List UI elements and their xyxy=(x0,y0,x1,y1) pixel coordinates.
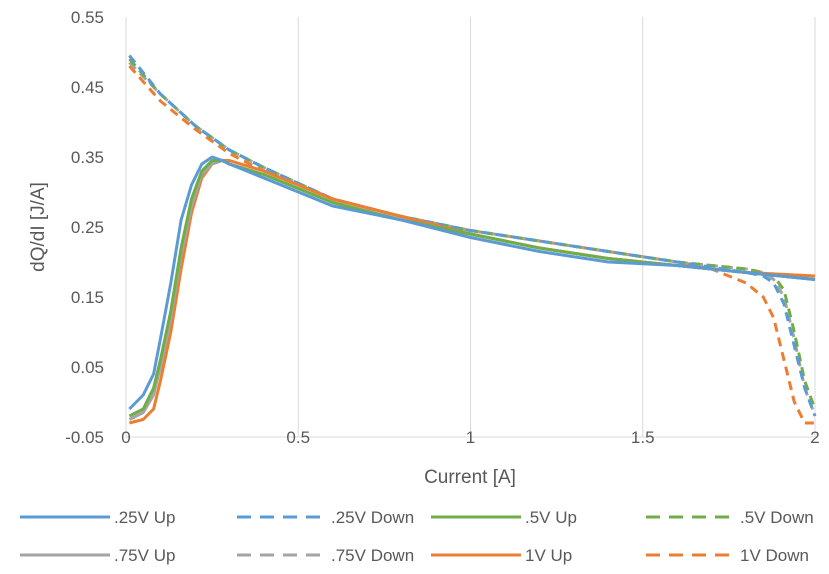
x-tick-label: 0.5 xyxy=(286,428,310,447)
legend-label-6: 1V Up xyxy=(525,546,572,565)
gridlines xyxy=(125,17,816,437)
legend-label-3: .5V Down xyxy=(740,508,814,527)
y-tick-label: -0.05 xyxy=(65,428,104,447)
x-tick-label: 2 xyxy=(810,428,819,447)
legend-label-2: .5V Up xyxy=(525,508,577,527)
y-tick-label: 0.25 xyxy=(71,218,104,237)
legend-label-5: .75V Down xyxy=(331,546,414,565)
legend: .25V Up .25V Down .5V Up .5V Down .75V Up .75… xyxy=(20,508,814,565)
legend-label-7: 1V Down xyxy=(740,546,809,565)
y-axis-ticks: -0.05 0.05 0.15 0.25 0.35 0.45 0.55 xyxy=(65,8,104,447)
legend-label-1: .25V Down xyxy=(331,508,414,527)
x-tick-label: 0 xyxy=(121,428,130,447)
y-tick-label: 0.05 xyxy=(71,358,104,377)
series-layer xyxy=(128,54,817,425)
legend-label-4: .75V Up xyxy=(114,546,175,565)
x-tick-label: 1 xyxy=(466,428,475,447)
y-axis-title: dQ/dI [J/A] xyxy=(28,182,49,272)
x-axis-title: Current [A] xyxy=(424,467,516,488)
series-line-0 xyxy=(128,155,816,411)
y-tick-label: 0.55 xyxy=(71,8,104,27)
y-tick-label: 0.45 xyxy=(71,78,104,97)
y-tick-label: 0.15 xyxy=(71,288,104,307)
y-tick-label: 0.35 xyxy=(71,148,104,167)
x-tick-label: 1.5 xyxy=(631,428,655,447)
legend-label-0: .25V Up xyxy=(114,508,175,527)
x-axis-ticks: 0 0.5 1 1.5 2 xyxy=(121,428,819,447)
series-line-1 xyxy=(128,54,817,417)
